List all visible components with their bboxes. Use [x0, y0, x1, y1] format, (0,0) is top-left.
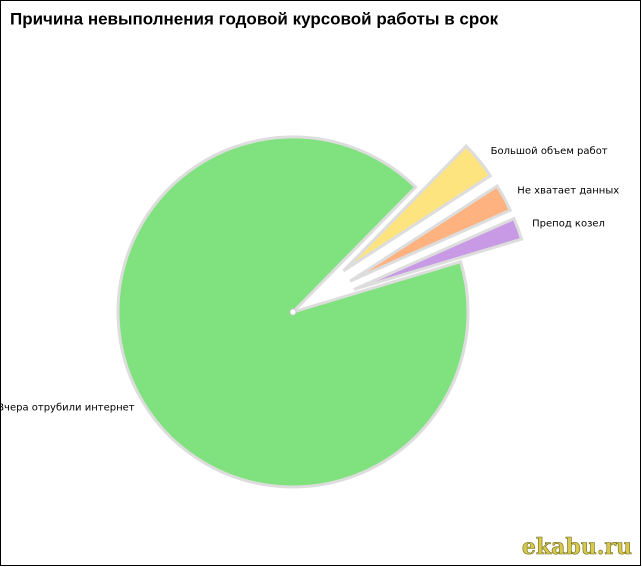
pie-slice — [353, 216, 524, 291]
watermark: ekabu.ru — [522, 534, 632, 560]
chart-title: Причина невыполнения годовой курсовой ра… — [10, 9, 499, 28]
pie-slice — [342, 143, 493, 273]
pie-center — [289, 308, 297, 316]
pie-slice — [349, 183, 513, 283]
slice-label: Препод козел — [532, 219, 605, 230]
slice-label: Вчера отрубили интернет — [0, 403, 135, 414]
slice-label: Большой объем работ — [491, 146, 608, 157]
slice-label: Не хватает данных — [517, 186, 619, 197]
